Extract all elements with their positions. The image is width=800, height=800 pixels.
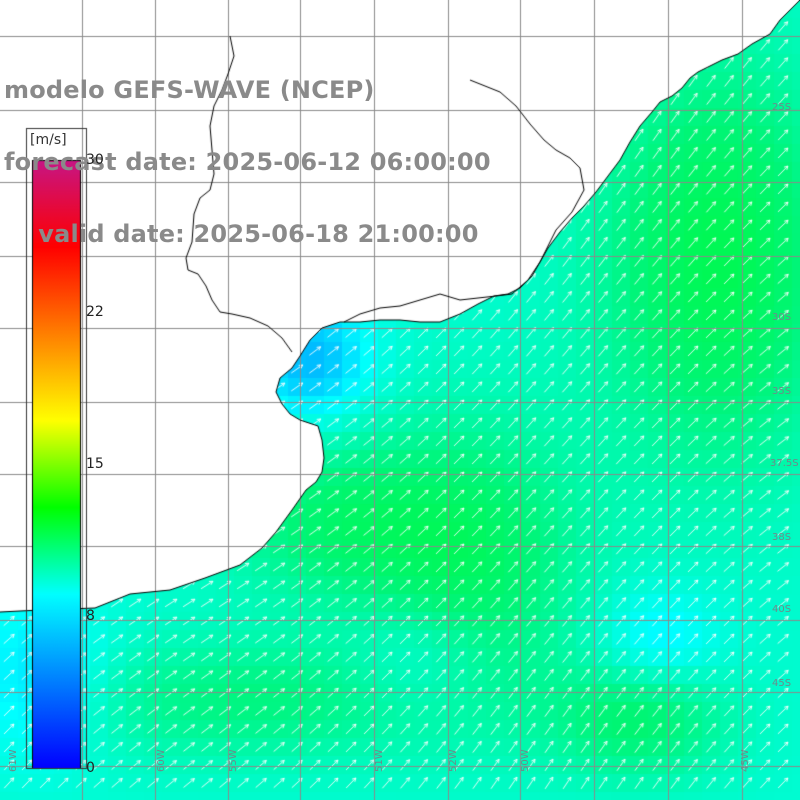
lon-label: 60W xyxy=(156,749,167,772)
lon-label: 61W xyxy=(8,749,19,772)
lat-label: 30S xyxy=(772,312,792,323)
lat-label: 40S xyxy=(772,604,792,615)
title-model: modelo GEFS-WAVE (NCEP) xyxy=(4,76,375,104)
lon-label: 52W xyxy=(448,749,459,772)
legend-tick-22: 22 xyxy=(86,304,104,320)
title-forecast-date: forecast date: 2025-06-12 06:00:00 xyxy=(4,148,491,176)
legend-tick-8: 8 xyxy=(86,608,95,624)
legend-tick-30: 30 xyxy=(86,152,104,168)
lat-label: 37.5S xyxy=(770,458,799,469)
lon-label: 51W xyxy=(374,749,385,772)
lon-label: 50W xyxy=(520,749,531,772)
map-title: modelo GEFS-WAVE (NCEP) forecast date: 2… xyxy=(4,30,491,270)
lon-label: 45W xyxy=(740,749,751,772)
lat-label: 25S xyxy=(772,102,792,113)
legend-tick-0: 0 xyxy=(86,760,95,776)
lat-label: 35S xyxy=(772,386,792,397)
lon-label: 55W xyxy=(228,749,239,772)
lat-label: 38S xyxy=(772,532,792,543)
legend-unit-label: [m/s] xyxy=(30,132,67,148)
lat-label: 45S xyxy=(772,678,792,689)
legend-tick-15: 15 xyxy=(86,456,104,472)
title-valid-date: valid date: 2025-06-18 21:00:00 xyxy=(4,220,479,248)
